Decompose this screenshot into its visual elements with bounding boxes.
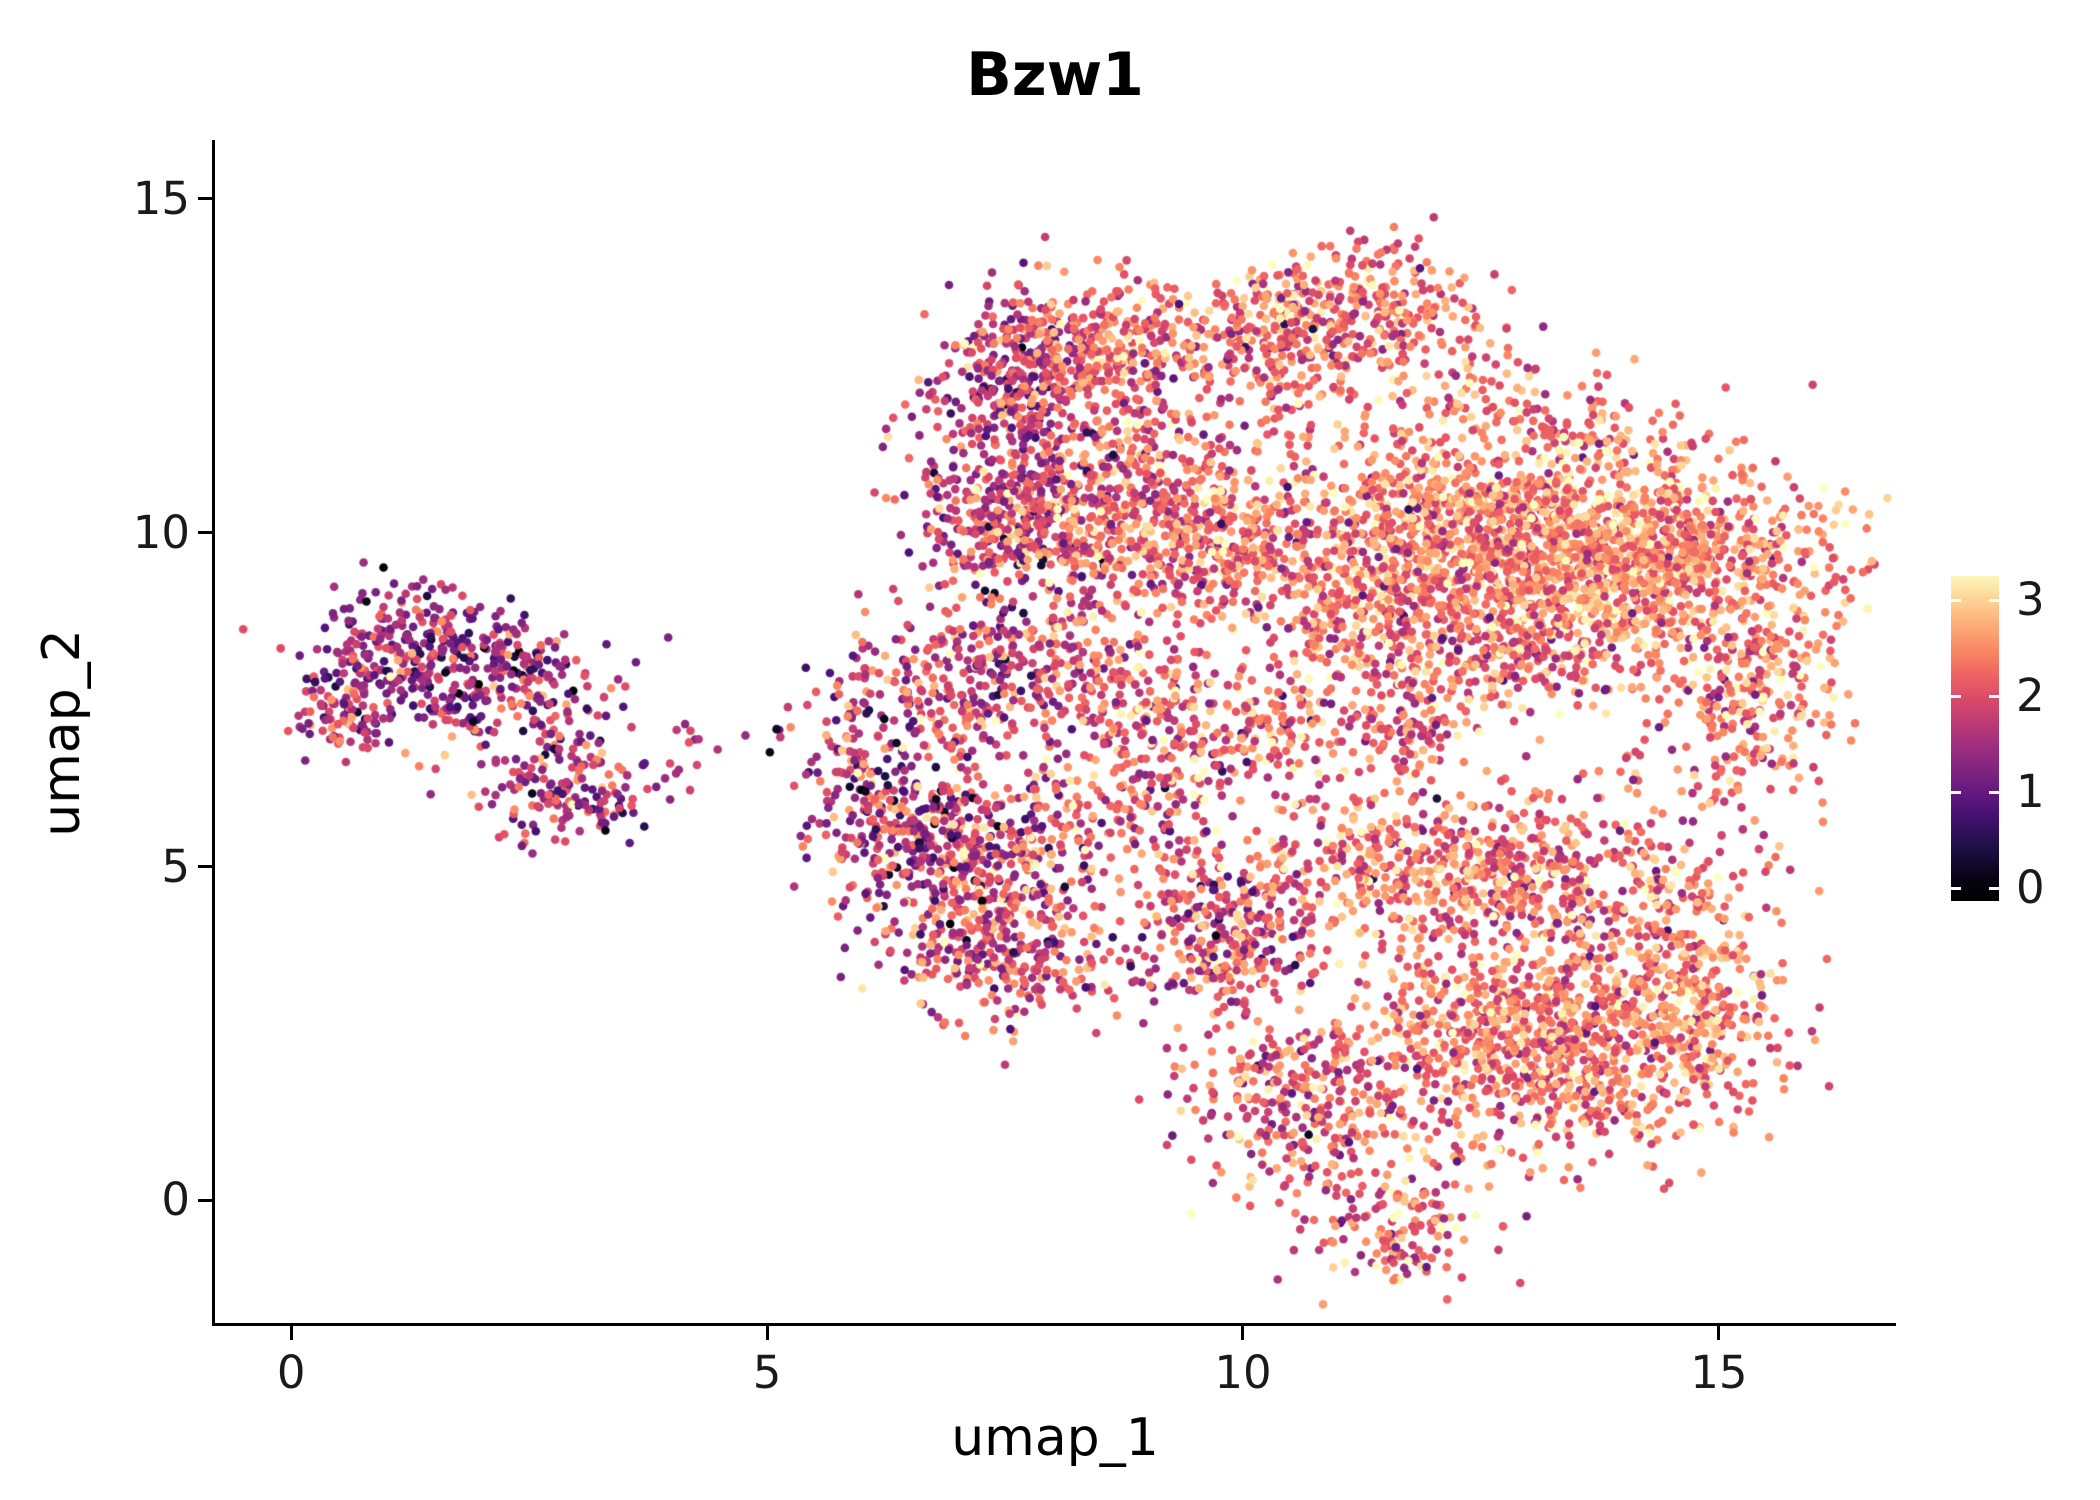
x-tick-mark bbox=[765, 1326, 769, 1340]
y-tick-mark bbox=[198, 531, 212, 535]
colorbar-tick-mark bbox=[1989, 598, 1999, 602]
y-axis-title: umap_2 bbox=[32, 629, 92, 837]
y-tick-label: 5 bbox=[161, 839, 190, 893]
y-tick-label: 0 bbox=[161, 1173, 190, 1227]
colorbar-tick-mark bbox=[1989, 694, 1999, 698]
x-tick-mark bbox=[289, 1326, 293, 1340]
colorbar-tick-label: 3 bbox=[2016, 573, 2045, 626]
colorbar-tick-label: 2 bbox=[2016, 669, 2045, 722]
x-axis-line bbox=[212, 1323, 1896, 1326]
colorbar-tick-mark bbox=[1951, 886, 1961, 890]
x-tick-label: 15 bbox=[1690, 1346, 1748, 1399]
y-tick-label: 15 bbox=[132, 171, 190, 225]
y-axis-line bbox=[212, 140, 215, 1326]
y-tick-mark bbox=[198, 865, 212, 869]
x-tick-label: 10 bbox=[1214, 1346, 1272, 1399]
x-tick-label: 5 bbox=[752, 1346, 782, 1399]
colorbar-gradient bbox=[1951, 576, 1999, 901]
colorbar-tick-label: 1 bbox=[2016, 765, 2045, 818]
colorbar-tick-label: 0 bbox=[2016, 861, 2045, 914]
colorbar-tick-mark bbox=[1989, 790, 1999, 794]
y-tick-mark bbox=[198, 197, 212, 201]
y-tick-mark bbox=[198, 1198, 212, 1202]
x-tick-mark bbox=[1717, 1326, 1721, 1340]
colorbar-tick-mark bbox=[1951, 694, 1961, 698]
x-axis-title: umap_1 bbox=[951, 1408, 1159, 1468]
colorbar-tick-mark bbox=[1989, 886, 1999, 890]
colorbar-tick-mark bbox=[1951, 598, 1961, 602]
x-tick-mark bbox=[1241, 1326, 1245, 1340]
chart-title: Bzw1 bbox=[966, 40, 1144, 110]
colorbar-tick-mark bbox=[1951, 790, 1961, 794]
x-tick-label: 0 bbox=[276, 1346, 306, 1399]
y-tick-label: 10 bbox=[132, 505, 190, 559]
